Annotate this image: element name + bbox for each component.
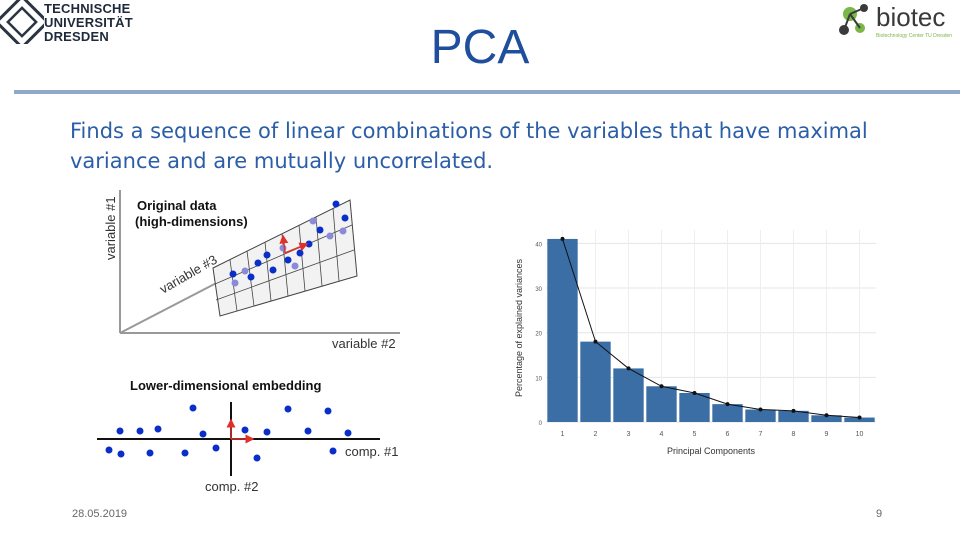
axis-label-variable-1: variable #1 <box>103 196 118 260</box>
university-line-2: UNIVERSITÄT <box>44 15 133 30</box>
variance-point <box>857 415 862 420</box>
slide-body-text: Finds a sequence of linear combinations … <box>70 119 868 173</box>
tud-emblem-icon <box>0 0 44 44</box>
x-ticks: 1 2 3 4 5 6 7 8 9 10 <box>561 431 864 438</box>
variance-line <box>560 236 862 420</box>
bar <box>547 238 578 422</box>
embedding-points <box>105 404 352 462</box>
y-ticks: 0 10 20 30 40 <box>535 242 542 427</box>
y-axis-label: Percentage of explained variances <box>514 258 524 397</box>
bar <box>679 392 710 422</box>
x-tick-label: 8 <box>792 431 796 438</box>
x-axis-label: Principal Components <box>667 446 756 456</box>
bar <box>613 368 644 422</box>
biotec-logo-graphic: biotec Biotechnology Center TU Dresden <box>839 2 952 39</box>
x-tick-label: 1 <box>561 431 565 438</box>
x-tick-label: 6 <box>726 431 730 438</box>
y-tick-label: 20 <box>535 332 542 338</box>
biotec-subtext: Biotechnology Center TU Dresden <box>876 33 952 39</box>
pca-illustration: variable #1 variable #2 variable #3 Orig… <box>97 190 400 494</box>
variance-point <box>725 402 730 407</box>
axis-label-comp-1: comp. #1 <box>345 444 398 459</box>
y-tick-label: 30 <box>535 287 542 293</box>
y-tick-label: 40 <box>535 242 542 248</box>
x-tick-label: 10 <box>856 431 864 438</box>
original-data-title-2: (high-dimensions) <box>135 214 248 229</box>
axis-label-comp-2: comp. #2 <box>205 479 258 494</box>
x-tick-label: 2 <box>594 431 598 438</box>
principal-axes-arrows <box>279 234 309 254</box>
variance-point <box>593 339 598 344</box>
bar <box>646 386 677 422</box>
bar <box>811 415 842 422</box>
bar <box>844 417 875 422</box>
variance-point <box>824 413 829 418</box>
scree-plot: 0 10 20 30 40 1 2 3 4 5 6 7 8 9 10 Principal Componen… <box>514 230 876 456</box>
embedding-title: Lower-dimensional embedding <box>130 378 321 393</box>
variance-point <box>626 366 631 371</box>
axis-label-variable-2: variable #2 <box>332 336 396 351</box>
original-data-title-1: Original data <box>137 198 217 213</box>
bar <box>745 409 776 422</box>
x-tick-label: 9 <box>825 431 829 438</box>
embedding-arrows <box>226 418 255 444</box>
x-tick-label: 3 <box>627 431 631 438</box>
variance-point <box>659 384 664 389</box>
x-tick-label: 7 <box>759 431 763 438</box>
variance-point <box>692 390 697 395</box>
variance-point <box>791 408 796 413</box>
page-number: 9 <box>876 508 883 520</box>
title-divider <box>14 90 960 94</box>
y-tick-label: 10 <box>535 376 542 382</box>
original-data-points <box>229 200 349 287</box>
tud-logo: TECHNISCHE UNIVERSITÄT DRESDEN <box>0 0 140 46</box>
biotec-wordmark: biotec <box>876 2 945 32</box>
bar <box>712 404 743 422</box>
slide-title: PCA <box>430 21 530 74</box>
y-tick-label: 0 <box>539 421 543 427</box>
variance-point <box>560 236 565 241</box>
bar <box>580 341 611 422</box>
variance-polyline <box>562 238 860 419</box>
variance-point <box>758 407 763 412</box>
footer-date: 28.05.2019 <box>72 508 128 520</box>
axis-label-variable-3: variable #3 <box>157 252 220 297</box>
university-line-3: DRESDEN <box>44 29 109 44</box>
x-tick-label: 4 <box>660 431 664 438</box>
x-tick-label: 5 <box>693 431 697 438</box>
biotec-logo: biotec Biotechnology Center TU Dresden <box>836 0 960 44</box>
university-line-1: TECHNISCHE <box>44 1 131 16</box>
bar <box>778 410 809 422</box>
molecule-icon <box>839 4 868 35</box>
university-name: TECHNISCHE UNIVERSITÄT DRESDEN <box>44 2 133 44</box>
